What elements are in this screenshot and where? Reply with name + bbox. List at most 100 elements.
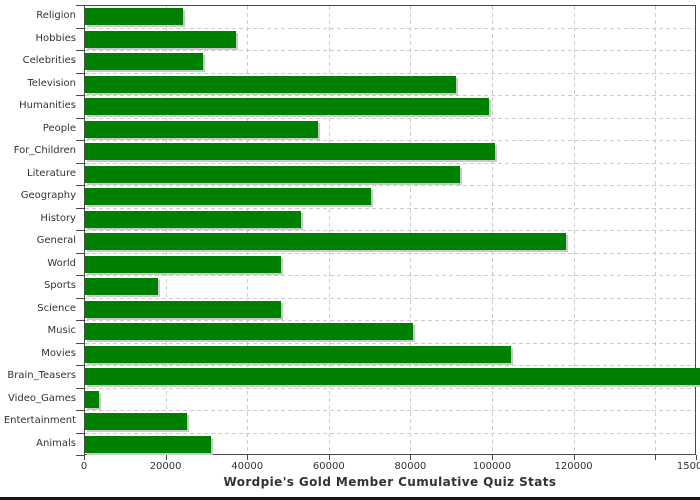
- y-axis-tick: [76, 95, 84, 96]
- x-axis-tick: [328, 455, 330, 460]
- x-axis-tick: [247, 455, 249, 460]
- horizontal-gridline: [85, 320, 695, 321]
- horizontal-gridline: [85, 387, 695, 389]
- y-axis-label: Television: [27, 77, 76, 89]
- x-axis-label: 20000: [149, 461, 182, 472]
- y-axis-tick: [76, 185, 84, 186]
- x-axis-tick: [410, 455, 412, 460]
- y-axis-tick: [76, 365, 84, 366]
- x-axis-label: 60000: [312, 461, 345, 472]
- y-axis-label: Humanities: [19, 100, 76, 112]
- bar-literature: [85, 165, 461, 183]
- horizontal-gridline: [85, 162, 695, 164]
- y-axis-label: History: [40, 212, 76, 224]
- y-axis-label: Movies: [41, 347, 76, 359]
- horizontal-gridline: [85, 140, 695, 141]
- y-axis-label: General: [36, 235, 76, 247]
- y-axis-tick: [76, 5, 84, 6]
- y-axis-label: Religion: [36, 10, 76, 22]
- y-axis-label: Brain_Teasers: [7, 370, 76, 382]
- y-axis-label: People: [42, 122, 76, 134]
- x-axis-label: 120000: [554, 461, 593, 472]
- y-axis-tick: [76, 410, 84, 411]
- y-axis-label: Video_Games: [8, 392, 76, 404]
- bar-for_children: [85, 143, 496, 160]
- y-axis-tick: [76, 72, 84, 74]
- bar-movies: [85, 345, 512, 363]
- bar-television: [85, 75, 457, 93]
- y-axis-tick: [76, 207, 84, 209]
- y-axis-label: Celebrities: [22, 55, 76, 67]
- y-axis-tick: [76, 162, 84, 164]
- horizontal-gridline: [85, 275, 695, 276]
- x-axis-label: 80000: [394, 461, 427, 472]
- bar-animals: [85, 435, 212, 453]
- x-axis-tick: [84, 455, 85, 460]
- y-axis-tick: [76, 387, 84, 389]
- horizontal-gridline: [85, 27, 695, 29]
- bar-general: [85, 233, 567, 250]
- y-axis-label: Geography: [20, 190, 76, 202]
- y-axis-tick: [76, 252, 84, 254]
- y-axis-label: Music: [47, 325, 76, 337]
- y-axis-tick: [76, 275, 84, 276]
- x-axis-tick: [696, 455, 697, 460]
- bar-religion: [85, 8, 183, 25]
- y-axis-tick: [76, 455, 84, 456]
- x-axis-label: 0: [80, 461, 88, 472]
- horizontal-gridline: [85, 230, 695, 231]
- horizontal-gridline: [85, 365, 695, 366]
- x-axis-tick: [573, 455, 575, 460]
- horizontal-gridline: [85, 252, 695, 254]
- horizontal-gridline: [85, 117, 695, 119]
- y-axis-tick: [76, 230, 84, 231]
- bar-geography: [85, 188, 371, 205]
- bar-video_games: [85, 390, 100, 408]
- x-axis-label: 150000: [676, 461, 700, 472]
- horizontal-gridline: [85, 410, 695, 411]
- x-axis-label: 40000: [231, 461, 264, 472]
- y-axis-tick: [76, 432, 84, 434]
- x-axis-tick: [165, 455, 167, 460]
- bottom-border: [0, 497, 700, 500]
- bar-sports: [85, 278, 159, 295]
- plot-area: [84, 5, 700, 455]
- x-axis-tick: [492, 455, 493, 460]
- y-axis-tick: [76, 342, 84, 344]
- bar-hobbies: [85, 30, 236, 48]
- horizontal-gridline: [85, 72, 695, 74]
- horizontal-gridline: [85, 185, 695, 186]
- horizontal-gridline: [85, 95, 695, 96]
- y-axis-label: Animals: [36, 437, 76, 449]
- chart-title: Wordpie's Gold Member Cumulative Quiz St…: [223, 475, 557, 489]
- bar-people: [85, 120, 318, 138]
- y-axis-label: Science: [37, 302, 76, 314]
- horizontal-gridline: [85, 342, 695, 344]
- bar-world: [85, 255, 281, 273]
- horizontal-gridline: [85, 297, 695, 299]
- bar-celebrities: [85, 53, 204, 70]
- bar-history: [85, 210, 302, 228]
- y-axis-tick: [76, 117, 84, 119]
- bar-entertainment: [85, 413, 187, 430]
- y-axis-label: Hobbies: [35, 32, 76, 44]
- y-axis-tick: [76, 50, 84, 51]
- horizontal-gridline: [85, 207, 695, 209]
- y-axis-tick: [76, 297, 84, 299]
- y-axis-tick: [76, 320, 84, 321]
- y-axis-tick: [76, 27, 84, 29]
- bar-science: [85, 300, 281, 318]
- y-axis-label: World: [47, 257, 76, 269]
- horizontal-gridline: [85, 50, 695, 51]
- bar-music: [85, 323, 414, 340]
- x-axis-tick: [655, 455, 657, 460]
- horizontal-gridline: [85, 432, 695, 434]
- x-axis-label: 100000: [472, 461, 512, 472]
- y-axis-label: Sports: [43, 280, 76, 292]
- y-axis-label: Literature: [27, 167, 76, 179]
- bar-humanities: [85, 98, 489, 115]
- y-axis-label: For_Children: [13, 145, 76, 157]
- bar-brain_teasers: [85, 368, 700, 385]
- y-axis-tick: [76, 140, 84, 141]
